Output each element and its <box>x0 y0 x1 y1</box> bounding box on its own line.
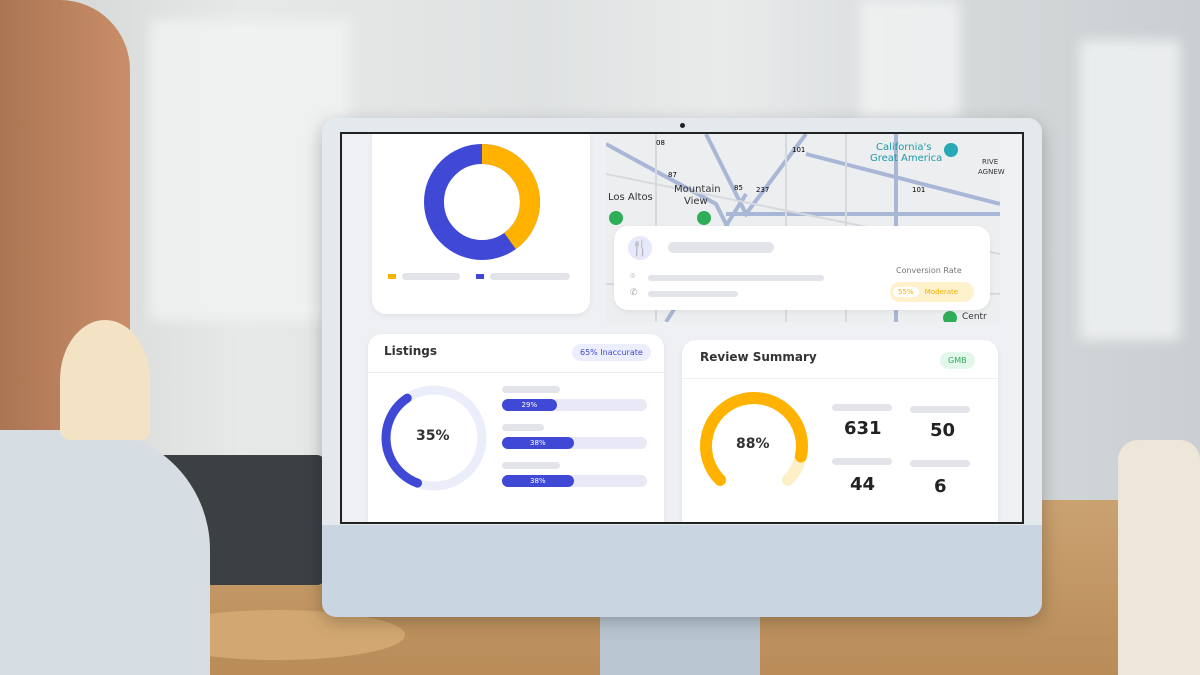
stat-label-placeholder <box>832 458 892 465</box>
desk-lamp <box>60 320 150 440</box>
stat-label-placeholder <box>910 406 970 413</box>
legend-label-placeholder <box>490 273 570 280</box>
location-info-card[interactable]: 🍴 ⌾ ✆ Conversion Rate 55% Moderate <box>614 226 990 310</box>
map-label: RIVE <box>982 158 999 166</box>
review-summary-title: Review Summary <box>700 350 817 364</box>
legend-swatch-blue <box>476 274 484 279</box>
map-label: View <box>684 196 708 207</box>
conversion-rate-level: Moderate <box>924 288 959 296</box>
stat-value: 50 <box>930 420 956 441</box>
highway-shield: 237 <box>756 186 770 194</box>
listings-card: Listings 65% Inaccurate 35% 29% 38% 38% <box>368 334 664 522</box>
window-blur <box>860 0 960 120</box>
conversion-rate-value: 55% <box>893 287 919 297</box>
conversion-rate-label: Conversion Rate <box>896 266 962 275</box>
ring-progress <box>381 385 487 491</box>
listings-bars: 29% 38% 38% <box>502 386 647 487</box>
location-pin-icon: ⌾ <box>630 272 636 282</box>
gauge-progress <box>700 392 808 486</box>
listings-percent: 35% <box>416 428 450 444</box>
map-label: California's <box>876 142 932 153</box>
review-gauge <box>700 392 808 486</box>
progress-bar: 38% <box>502 437 647 449</box>
bar-label-placeholder <box>502 386 560 393</box>
camera <box>680 123 685 128</box>
fork-knife-icon: 🍴 <box>628 236 652 260</box>
highway-shield: 85 <box>734 184 743 192</box>
bottle <box>1118 440 1200 675</box>
review-percent: 88% <box>736 436 770 452</box>
progress-fill: 38% <box>502 475 574 487</box>
highway-shield: 101 <box>792 146 806 154</box>
map-label: Los Altos <box>608 192 653 203</box>
inaccurate-badge: 65% Inaccurate <box>572 344 651 361</box>
stat-label-placeholder <box>832 404 892 411</box>
window-blur <box>150 20 350 320</box>
highway-shield: 08 <box>656 139 665 147</box>
phone-icon: ✆ <box>630 288 638 298</box>
phone-placeholder <box>648 291 738 297</box>
stat-value: 6 <box>934 476 947 497</box>
progress-fill: 29% <box>502 399 557 411</box>
map-label: AGNEW <box>978 168 1005 176</box>
monitor-stand <box>600 615 760 675</box>
map-label: Mountain <box>674 184 721 195</box>
map-label: Centr <box>962 312 987 322</box>
highway-shield: 101 <box>912 186 926 194</box>
donut-card <box>372 134 590 314</box>
donut-chart <box>424 144 540 260</box>
bar-label-placeholder <box>502 462 560 469</box>
legend-label-placeholder <box>402 273 460 280</box>
screen: Los Altos Mountain View California's Gre… <box>340 132 1024 524</box>
divider <box>682 378 998 379</box>
monitor-chin <box>322 525 1042 617</box>
divider <box>368 372 664 373</box>
address-placeholder <box>648 275 824 281</box>
legend-swatch-yellow <box>388 274 396 279</box>
person-shoulder <box>0 430 210 675</box>
progress-fill: 38% <box>502 437 574 449</box>
review-summary-card: Review Summary GMB 88% 631 50 44 6 <box>682 340 998 522</box>
donut-segment-yellow <box>424 144 540 260</box>
listings-ring <box>381 385 487 491</box>
stat-label-placeholder <box>910 460 970 467</box>
bar-label-placeholder <box>502 424 544 431</box>
stat-value: 631 <box>844 418 882 439</box>
map-label: Great America <box>870 153 943 164</box>
highway-shield: 87 <box>668 171 677 179</box>
progress-bar: 29% <box>502 399 647 411</box>
gmb-badge: GMB <box>940 352 975 369</box>
listings-title: Listings <box>384 344 438 358</box>
progress-bar: 38% <box>502 475 647 487</box>
window-blur <box>1080 40 1180 340</box>
map[interactable]: Los Altos Mountain View California's Gre… <box>606 134 1005 322</box>
business-name-placeholder <box>668 242 774 253</box>
stat-value: 44 <box>850 474 876 495</box>
conversion-rate-badge: 55% Moderate <box>890 282 974 302</box>
